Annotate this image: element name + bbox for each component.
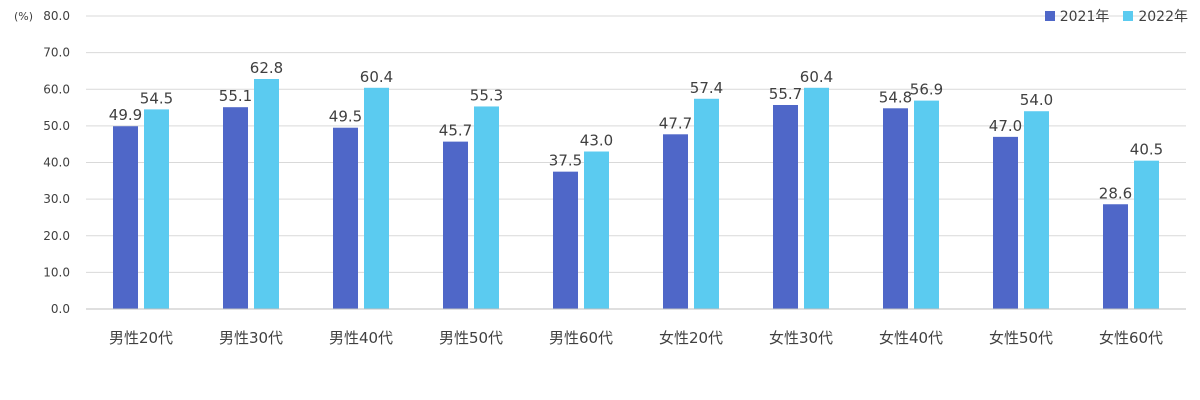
y-tick-label: 70.0 bbox=[43, 46, 70, 60]
bar bbox=[1134, 160, 1159, 309]
bar bbox=[474, 106, 499, 310]
data-label: 56.9 bbox=[910, 81, 943, 99]
x-tick-label: 女性30代 bbox=[769, 329, 833, 347]
bar bbox=[333, 127, 358, 309]
bar bbox=[993, 136, 1018, 309]
y-axis-ticks: 0.0 10.0 20.0 30.0 40.0 50.0 60.0 70.0 80.0 bbox=[43, 9, 70, 316]
bar bbox=[773, 104, 798, 309]
y-tick-label: 30.0 bbox=[43, 192, 70, 206]
y-tick-label: 0.0 bbox=[51, 302, 70, 316]
data-label: 43.0 bbox=[580, 132, 613, 150]
bar bbox=[223, 107, 248, 309]
y-tick-label: 40.0 bbox=[43, 156, 70, 170]
data-label: 54.5 bbox=[140, 89, 173, 107]
data-label: 57.4 bbox=[690, 79, 723, 97]
bar bbox=[113, 126, 138, 310]
data-label: 55.3 bbox=[470, 86, 503, 104]
data-label: 37.5 bbox=[549, 152, 582, 170]
bar bbox=[584, 151, 609, 309]
data-label: 45.7 bbox=[439, 122, 472, 140]
y-tick-label: 60.0 bbox=[43, 82, 70, 96]
y-tick-label: 20.0 bbox=[43, 229, 70, 243]
bar bbox=[804, 87, 829, 309]
x-tick-label: 女性60代 bbox=[1099, 329, 1163, 347]
data-label: 47.7 bbox=[659, 114, 692, 132]
x-tick-label: 男性40代 bbox=[329, 329, 393, 347]
bar bbox=[254, 78, 279, 310]
data-label: 47.0 bbox=[989, 117, 1022, 135]
legend-label-2021: 2021年 bbox=[1059, 9, 1110, 25]
x-tick-label: 女性40代 bbox=[879, 329, 943, 347]
y-tick-label: 80.0 bbox=[43, 9, 70, 23]
data-labels: 49.954.5 55.1 62.8 49.5 60.4 45.7 55.3 37.5 43.0… bbox=[109, 59, 1163, 202]
legend-swatch-2021 bbox=[1044, 11, 1055, 21]
legend: 2021年 2022年 bbox=[1044, 6, 1188, 26]
x-tick-label: 男性50代 bbox=[439, 329, 503, 347]
bar bbox=[663, 134, 688, 309]
y-tick-label: 50.0 bbox=[43, 119, 70, 133]
bar bbox=[443, 141, 468, 309]
data-label: 55.1 bbox=[219, 87, 252, 105]
bar bbox=[883, 108, 908, 309]
legend-label-2022: 2022年 bbox=[1138, 9, 1188, 25]
bars bbox=[113, 78, 1159, 310]
legend-item-2021: 2021年 bbox=[1044, 6, 1110, 26]
bar bbox=[364, 87, 389, 309]
x-tick-label: 男性60代 bbox=[549, 329, 613, 347]
bar bbox=[144, 109, 169, 309]
x-tick-label: 男性30代 bbox=[219, 329, 283, 347]
bar bbox=[694, 98, 719, 310]
bar bbox=[914, 100, 939, 309]
bar bbox=[553, 171, 578, 309]
data-label: 60.4 bbox=[800, 68, 833, 86]
x-axis-labels: 男性20代 男性30代 男性40代 男性50代 男性60代 女性20代 女性30代 女性40代… bbox=[109, 329, 1163, 347]
x-tick-label: 男性20代 bbox=[109, 329, 173, 347]
y-tick-label: 10.0 bbox=[43, 265, 70, 279]
y-axis-unit: (%) bbox=[14, 10, 34, 23]
x-tick-label: 女性50代 bbox=[989, 329, 1053, 347]
data-label: 49.5 bbox=[329, 108, 362, 126]
data-label: 54.8 bbox=[879, 88, 912, 106]
data-label: 54.0 bbox=[1020, 91, 1053, 109]
data-label: 55.7 bbox=[769, 85, 802, 103]
legend-swatch-2022 bbox=[1123, 11, 1134, 21]
legend-item-2022: 2022年 bbox=[1123, 6, 1188, 26]
gridlines bbox=[86, 15, 1186, 273]
data-label: 40.5 bbox=[1130, 141, 1163, 159]
data-label: 49.9 bbox=[109, 106, 142, 124]
data-label: 60.4 bbox=[360, 68, 393, 86]
data-label: 62.8 bbox=[250, 59, 283, 77]
data-label: 28.6 bbox=[1099, 184, 1132, 202]
bar bbox=[1024, 111, 1049, 309]
x-tick-label: 女性20代 bbox=[659, 329, 723, 347]
bar bbox=[1103, 204, 1128, 309]
